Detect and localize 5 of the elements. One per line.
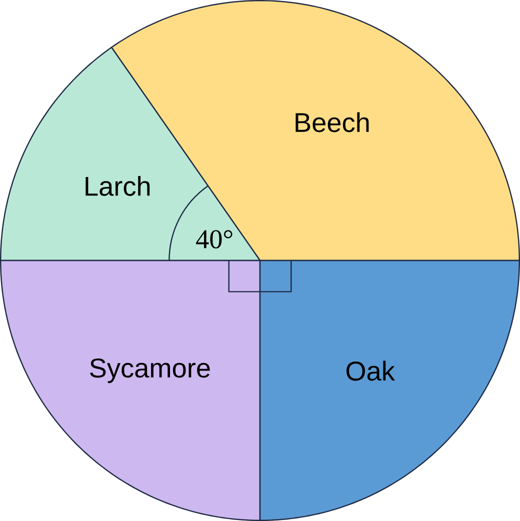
text: 40° bbox=[196, 230, 232, 248]
slice-label: Oak bbox=[346, 360, 395, 381]
slice-label: Larch bbox=[86, 176, 150, 196]
slice-label: Beech bbox=[296, 112, 369, 132]
slice-label: Sycamore bbox=[90, 358, 210, 384]
